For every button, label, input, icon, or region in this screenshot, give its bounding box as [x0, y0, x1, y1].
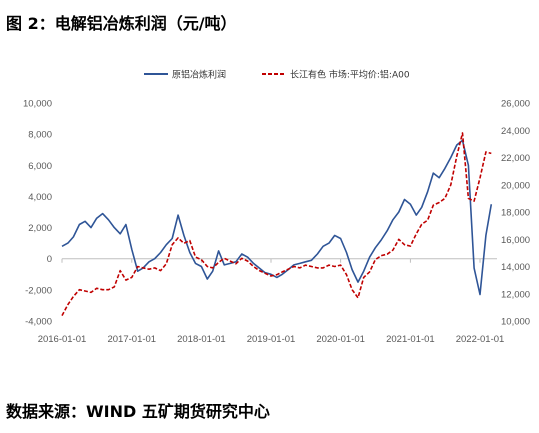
left-y-axis: -4,000 -2,000 0 2,000 4,000 6,000 8,000 10,000 [23, 99, 52, 328]
right-y-axis: 10,000 12,000 14,000 16,000 18,000 20,000 22,0… [501, 99, 530, 328]
right-y-tick-label: 18,000 [501, 208, 530, 219]
x-tick-label: 2019-01-01 [247, 334, 296, 345]
left-y-tick-label: -4,000 [25, 317, 52, 328]
left-y-tick-label: 10,000 [23, 99, 52, 110]
x-tick-label: 2017-01-01 [107, 334, 156, 345]
legend-label-2: 长江有色 市场:平均价:铝:A00 [290, 69, 410, 81]
series-line-1 [61, 139, 493, 296]
right-y-tick-label: 16,000 [501, 235, 530, 246]
right-y-tick-label: 14,000 [501, 262, 530, 273]
left-y-tick-label: 2,000 [28, 223, 52, 234]
left-y-tick-label: 6,000 [28, 161, 52, 172]
right-y-tick-label: 10,000 [501, 317, 530, 328]
right-y-tick-label: 12,000 [501, 289, 530, 300]
left-y-tick-label: 0 [47, 254, 52, 265]
x-tick-label: 2021-01-01 [386, 334, 435, 345]
x-tick-label: 2020-01-01 [316, 334, 365, 345]
figure-source: 数据来源：WIND 五矿期货研究中心 [6, 402, 270, 421]
right-y-tick-label: 26,000 [501, 99, 530, 110]
left-y-tick-label: 8,000 [28, 130, 52, 141]
series-line-2 [61, 132, 492, 316]
legend-label-1: 原铝冶炼利润 [172, 69, 226, 81]
right-y-tick-label: 22,000 [501, 153, 530, 164]
right-y-tick-label: 20,000 [501, 180, 530, 191]
series-layer [61, 132, 493, 316]
x-tick-label: 2022-01-01 [456, 334, 505, 345]
x-axis: 2016-01-01 2017-01-01 2018-01-01 2019-01-01… [38, 258, 505, 345]
left-y-tick-label: -2,000 [25, 285, 52, 296]
left-y-tick-label: 4,000 [28, 192, 52, 203]
x-tick-label: 2016-01-01 [38, 334, 87, 345]
chart-legend: 原铝冶炼利润 长江有色 市场:平均价:铝:A00 [144, 69, 410, 81]
right-y-tick-label: 24,000 [501, 126, 530, 137]
figure-title: 图 2：电解铝冶炼利润（元/吨） [6, 14, 237, 33]
x-tick-label: 2018-01-01 [177, 334, 226, 345]
